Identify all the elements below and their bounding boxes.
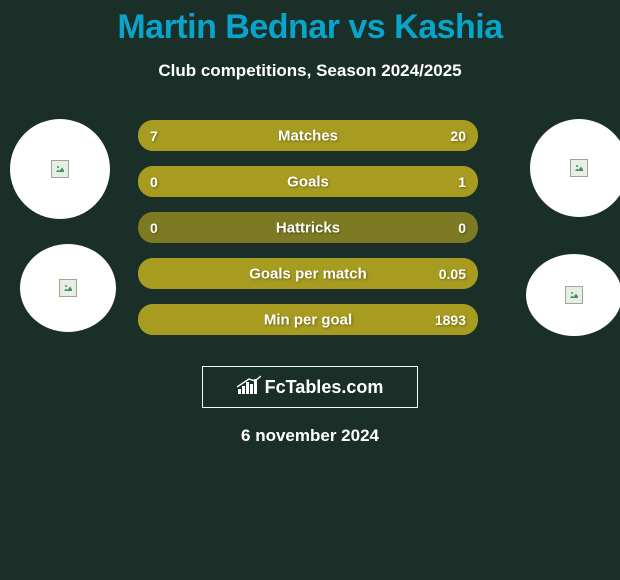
stat-label: Matches	[138, 127, 478, 144]
player2-club-circle	[530, 119, 620, 217]
stat-value-right: 20	[450, 128, 466, 144]
player1-photo-circle	[20, 244, 116, 332]
stat-label: Min per goal	[138, 311, 478, 328]
stat-rows: 7Matches200Goals10Hattricks0Goals per ma…	[138, 120, 478, 335]
stat-label: Goals	[138, 173, 478, 190]
image-placeholder-icon	[51, 160, 69, 178]
comparison-chart: 7Matches200Goals10Hattricks0Goals per ma…	[0, 119, 620, 349]
player1-club-circle	[10, 119, 110, 219]
stat-label: Goals per match	[138, 265, 478, 282]
stat-value-right: 1	[458, 174, 466, 190]
stat-row: Min per goal1893	[138, 304, 478, 335]
image-placeholder-icon	[570, 159, 588, 177]
stat-value-right: 1893	[435, 312, 466, 328]
image-placeholder-icon	[59, 279, 77, 297]
brand-box: FcTables.com	[202, 366, 418, 408]
page-title: Martin Bednar vs Kashia	[0, 0, 620, 47]
stat-row: 0Goals1	[138, 166, 478, 197]
image-placeholder-icon	[565, 286, 583, 304]
stat-label: Hattricks	[138, 219, 478, 236]
brand-text: FcTables.com	[265, 377, 384, 398]
stat-value-right: 0.05	[439, 266, 466, 282]
stat-row: 0Hattricks0	[138, 212, 478, 243]
player2-photo-circle	[526, 254, 620, 336]
stat-row: Goals per match0.05	[138, 258, 478, 289]
subtitle: Club competitions, Season 2024/2025	[0, 61, 620, 81]
stat-value-right: 0	[458, 220, 466, 236]
bar-chart-icon	[237, 375, 261, 400]
stat-row: 7Matches20	[138, 120, 478, 151]
date-text: 6 november 2024	[0, 426, 620, 446]
